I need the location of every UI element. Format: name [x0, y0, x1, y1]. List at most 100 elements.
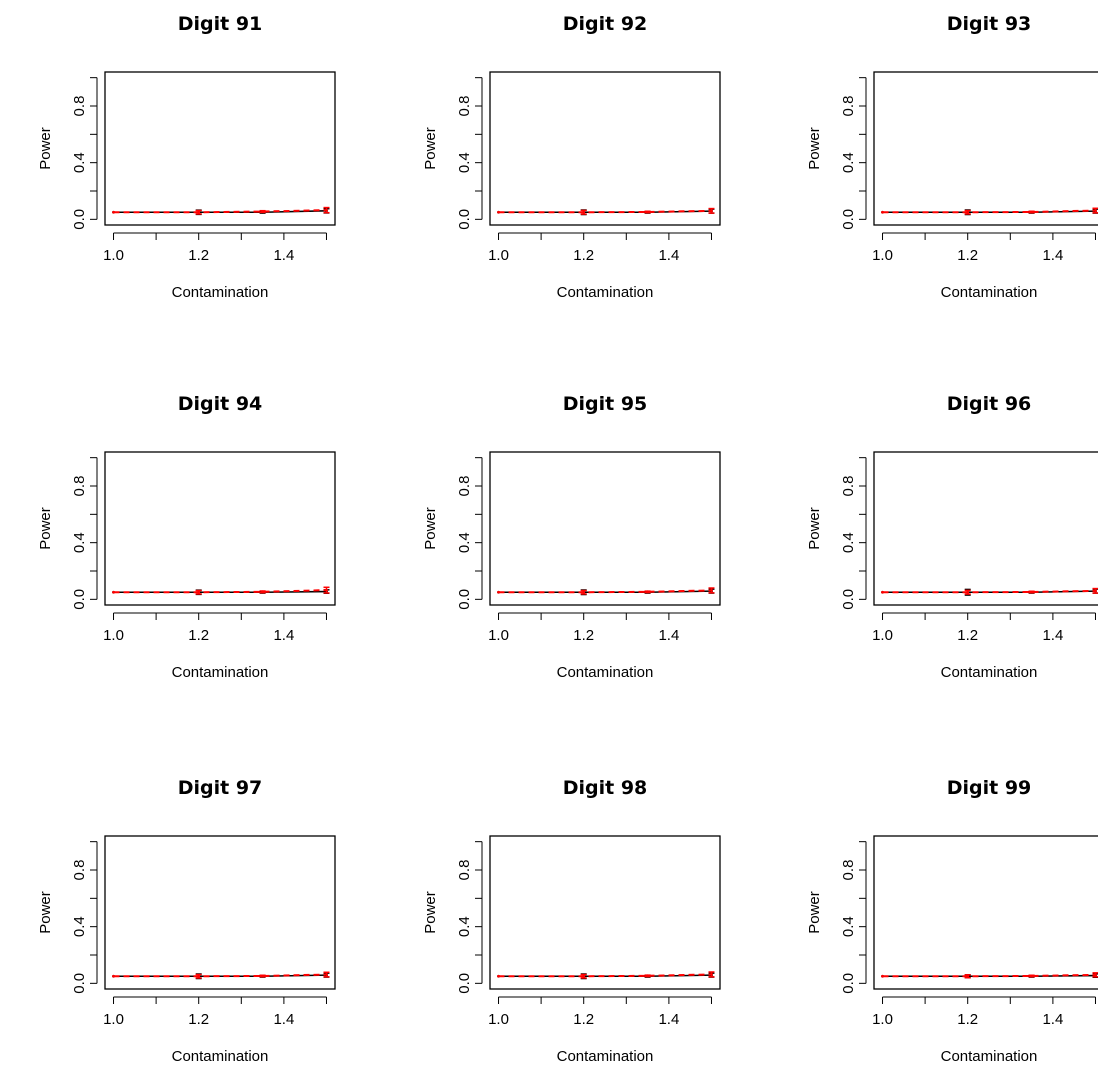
y-tick-label: 0.0	[840, 589, 857, 610]
x-tick-label: 1.0	[488, 247, 509, 264]
y-tick-label: 0.0	[840, 209, 857, 230]
plot-box	[489, 835, 721, 990]
x-tick-label: 1.4	[273, 1011, 294, 1028]
x-axis-label: Contamination	[172, 284, 269, 301]
x-axis-label: Contamination	[557, 664, 654, 681]
y-tick-label: 0.4	[840, 916, 857, 937]
data-point	[966, 210, 970, 214]
y-tick-label: 0.4	[71, 152, 88, 173]
data-point	[646, 974, 649, 978]
x-tick-label: 1.0	[103, 1011, 124, 1028]
panel-7: Digit 97 0.0 0.4 0.8 1.0 1.2 1.4 Contamination P…	[37, 777, 336, 1065]
data-point	[646, 590, 649, 594]
series-2	[881, 207, 1098, 215]
y-axis-label: Power	[806, 891, 823, 934]
data-point	[710, 209, 713, 213]
series-line	[113, 589, 327, 594]
data-point	[325, 973, 328, 976]
data-point	[197, 590, 201, 594]
series-line	[498, 589, 712, 594]
x-tick-label: 1.2	[957, 247, 978, 264]
y-tick-label: 0.4	[71, 532, 88, 553]
series-2	[112, 586, 330, 595]
panel-title: Digit 92	[563, 13, 648, 35]
series-2	[497, 971, 715, 979]
panel-6: Digit 96 0.0 0.4 0.8 1.0 1.2 1.4 Contamination P…	[806, 393, 1098, 681]
plot-box	[873, 835, 1098, 990]
panel-title: Digit 94	[178, 393, 263, 415]
series-2	[112, 206, 330, 215]
y-axis-label: Power	[422, 507, 439, 550]
x-tick-label: 1.2	[573, 627, 594, 644]
panel-4: Digit 94 0.0 0.4 0.8 1.0 1.2 1.4 Contamination P…	[37, 393, 336, 681]
plot-box	[104, 71, 336, 226]
panel-title: Digit 97	[178, 777, 263, 799]
data-point	[1030, 974, 1033, 978]
x-tick-label: 1.4	[658, 247, 679, 264]
panel-8: Digit 98 0.0 0.4 0.8 1.0 1.2 1.4 Contamination P…	[422, 777, 721, 1065]
y-tick-label: 0.0	[456, 973, 473, 994]
y-tick-label: 0.0	[71, 973, 88, 994]
data-point	[497, 210, 500, 214]
data-point	[1030, 590, 1033, 594]
panel-2: Digit 92 0.0 0.4 0.8 1.0 1.2 1.4 Contamination P…	[422, 13, 721, 301]
y-axis-label: Power	[37, 891, 54, 934]
y-axis-label: Power	[37, 127, 54, 170]
y-tick-label: 0.4	[840, 532, 857, 553]
x-tick-label: 1.4	[658, 1011, 679, 1028]
data-point	[710, 973, 713, 976]
panel-1: Digit 91 0.0 0.4 0.8 1.0 1.2 1.4 Contamination P…	[37, 13, 336, 301]
panel-title: Digit 96	[947, 393, 1032, 415]
panel-9: Digit 99 0.0 0.4 0.8 1.0 1.2 1.4 Contamination P…	[806, 777, 1098, 1065]
series-line	[498, 973, 712, 978]
x-axis-label: Contamination	[557, 284, 654, 301]
x-axis-label: Contamination	[941, 1048, 1038, 1065]
y-tick-label: 0.0	[840, 973, 857, 994]
y-tick-label: 0.0	[71, 589, 88, 610]
x-tick-label: 1.2	[188, 1011, 209, 1028]
panel-title: Digit 93	[947, 13, 1032, 35]
x-tick-label: 1.2	[573, 1011, 594, 1028]
data-point	[966, 974, 970, 978]
y-axis-label: Power	[422, 127, 439, 170]
data-point	[197, 210, 201, 214]
x-axis-label: Contamination	[941, 284, 1038, 301]
x-axis-label: Contamination	[941, 664, 1038, 681]
x-tick-label: 1.2	[188, 247, 209, 264]
series-line	[882, 209, 1096, 214]
panel-title: Digit 98	[563, 777, 648, 799]
y-tick-label: 0.0	[456, 589, 473, 610]
x-tick-label: 1.0	[488, 627, 509, 644]
y-tick-label: 0.4	[456, 916, 473, 937]
series-line	[113, 973, 327, 978]
data-point	[582, 974, 586, 978]
x-tick-label: 1.2	[573, 247, 594, 264]
data-point	[1094, 209, 1097, 212]
series-2	[497, 207, 715, 215]
panel-title: Digit 91	[178, 13, 263, 35]
y-tick-label: 0.8	[840, 96, 857, 117]
data-point	[261, 590, 264, 594]
y-tick-label: 0.0	[71, 209, 88, 230]
x-tick-label: 1.4	[273, 627, 294, 644]
data-point	[881, 590, 884, 594]
x-tick-label: 1.0	[488, 1011, 509, 1028]
x-tick-label: 1.4	[1042, 247, 1063, 264]
data-point	[497, 974, 500, 978]
data-point	[881, 974, 884, 978]
series-line	[498, 209, 712, 214]
plot-box	[873, 71, 1098, 226]
y-axis-label: Power	[422, 891, 439, 934]
x-tick-label: 1.0	[103, 627, 124, 644]
data-point	[1094, 973, 1097, 977]
data-point	[325, 208, 328, 212]
data-point	[112, 590, 115, 594]
data-point	[197, 974, 201, 978]
y-tick-label: 0.8	[71, 860, 88, 881]
y-tick-label: 0.8	[456, 96, 473, 117]
y-tick-label: 0.8	[840, 476, 857, 497]
y-tick-label: 0.4	[71, 916, 88, 937]
y-tick-label: 0.4	[840, 152, 857, 173]
x-tick-label: 1.4	[1042, 627, 1063, 644]
